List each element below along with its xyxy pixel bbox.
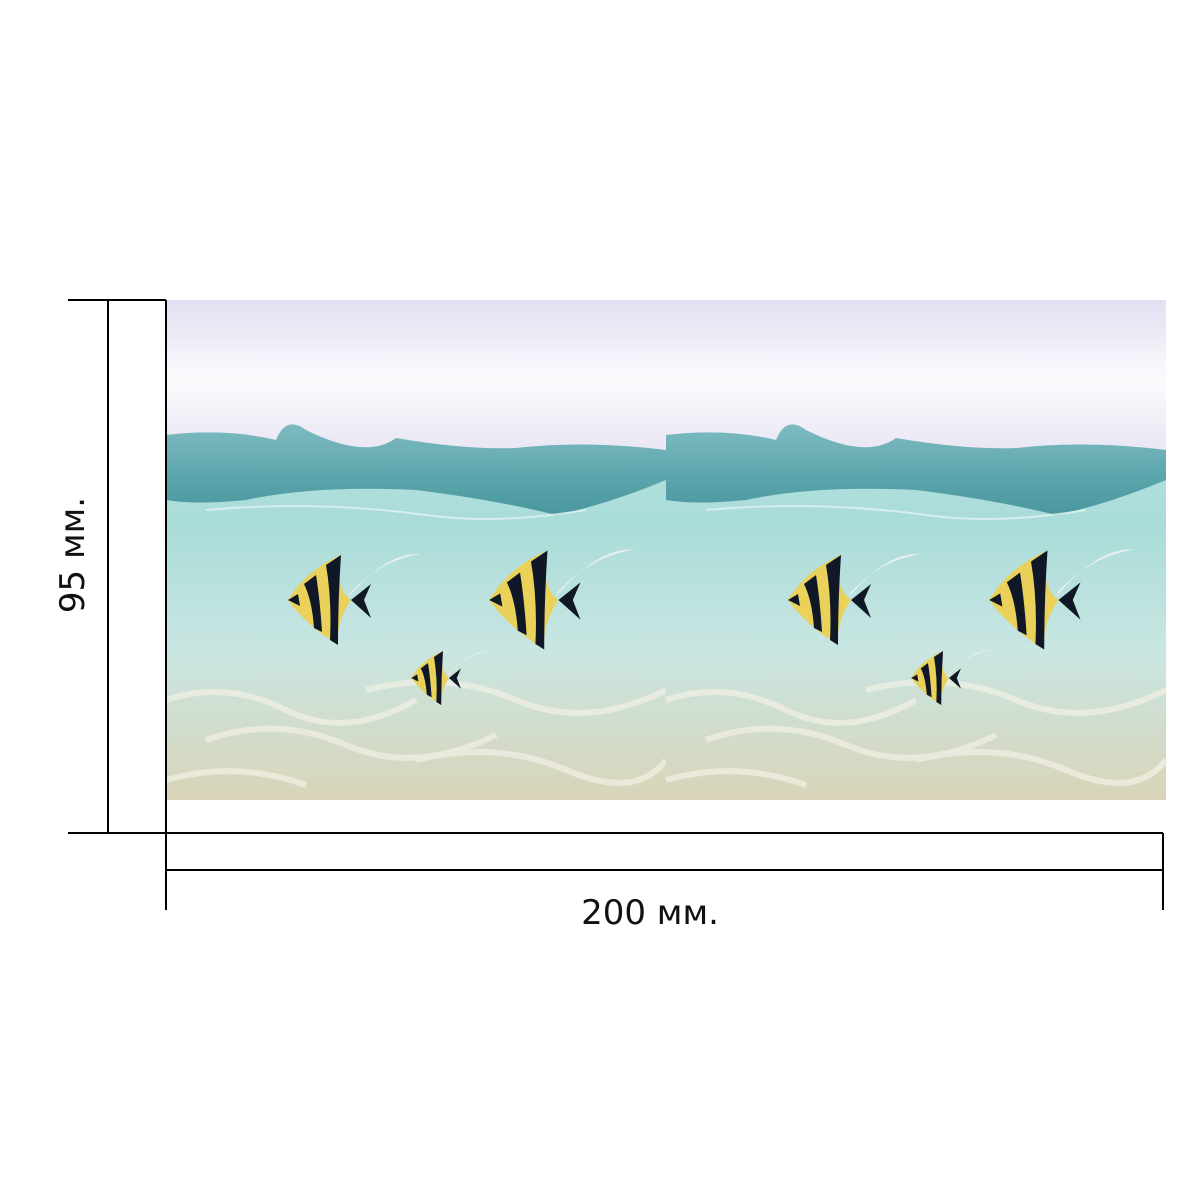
- print-panel: [166, 300, 666, 800]
- print-panel: [666, 300, 1166, 800]
- height-label: 95 мм.: [53, 497, 93, 613]
- height-dimension: 95 мм.: [53, 299, 167, 834]
- width-dimension: 200 мм.: [165, 800, 1164, 933]
- width-label: 200 мм.: [581, 893, 719, 933]
